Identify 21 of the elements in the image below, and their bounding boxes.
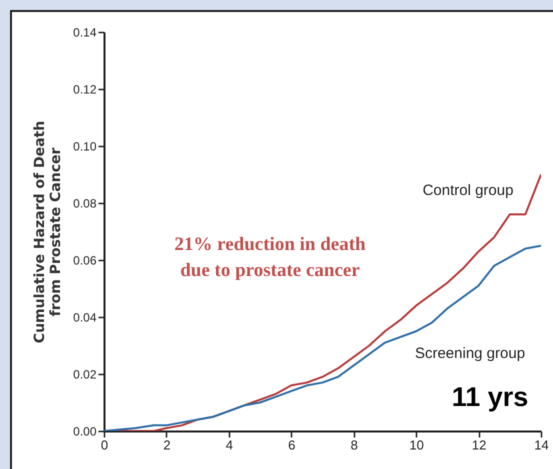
series-label: Control group [422, 182, 514, 199]
x-tick-label: 8 [350, 438, 358, 452]
y-tick-label: 0.02 [73, 368, 97, 382]
y-tick-label: 0.00 [73, 424, 97, 438]
x-tick-label: 14 [534, 438, 549, 452]
x-tick-label: 6 [288, 438, 296, 452]
y-tick-label: 0.06 [73, 254, 97, 268]
annotation: 21% reduction in death due to prostate cancer [174, 234, 366, 281]
y-tick-label: 0.08 [73, 196, 97, 210]
x-tick-label: 4 [226, 438, 233, 452]
y-tick-label: 0.04 [73, 310, 97, 324]
annotation: 11 yrs [452, 382, 528, 412]
y-tick-label: 0.10 [73, 140, 97, 154]
x-tick-label: 10 [409, 438, 424, 452]
y-tick-label: 0.14 [73, 26, 97, 40]
x-tick-label: 2 [163, 438, 171, 452]
x-tick-label: 0 [100, 438, 108, 452]
y-axis-title: Cumulative Hazard of Death from Prostate Cancer [32, 120, 64, 344]
series-label: Screening group [414, 345, 526, 362]
y-tick-label: 0.12 [73, 82, 97, 96]
x-tick-label: 12 [472, 438, 486, 452]
